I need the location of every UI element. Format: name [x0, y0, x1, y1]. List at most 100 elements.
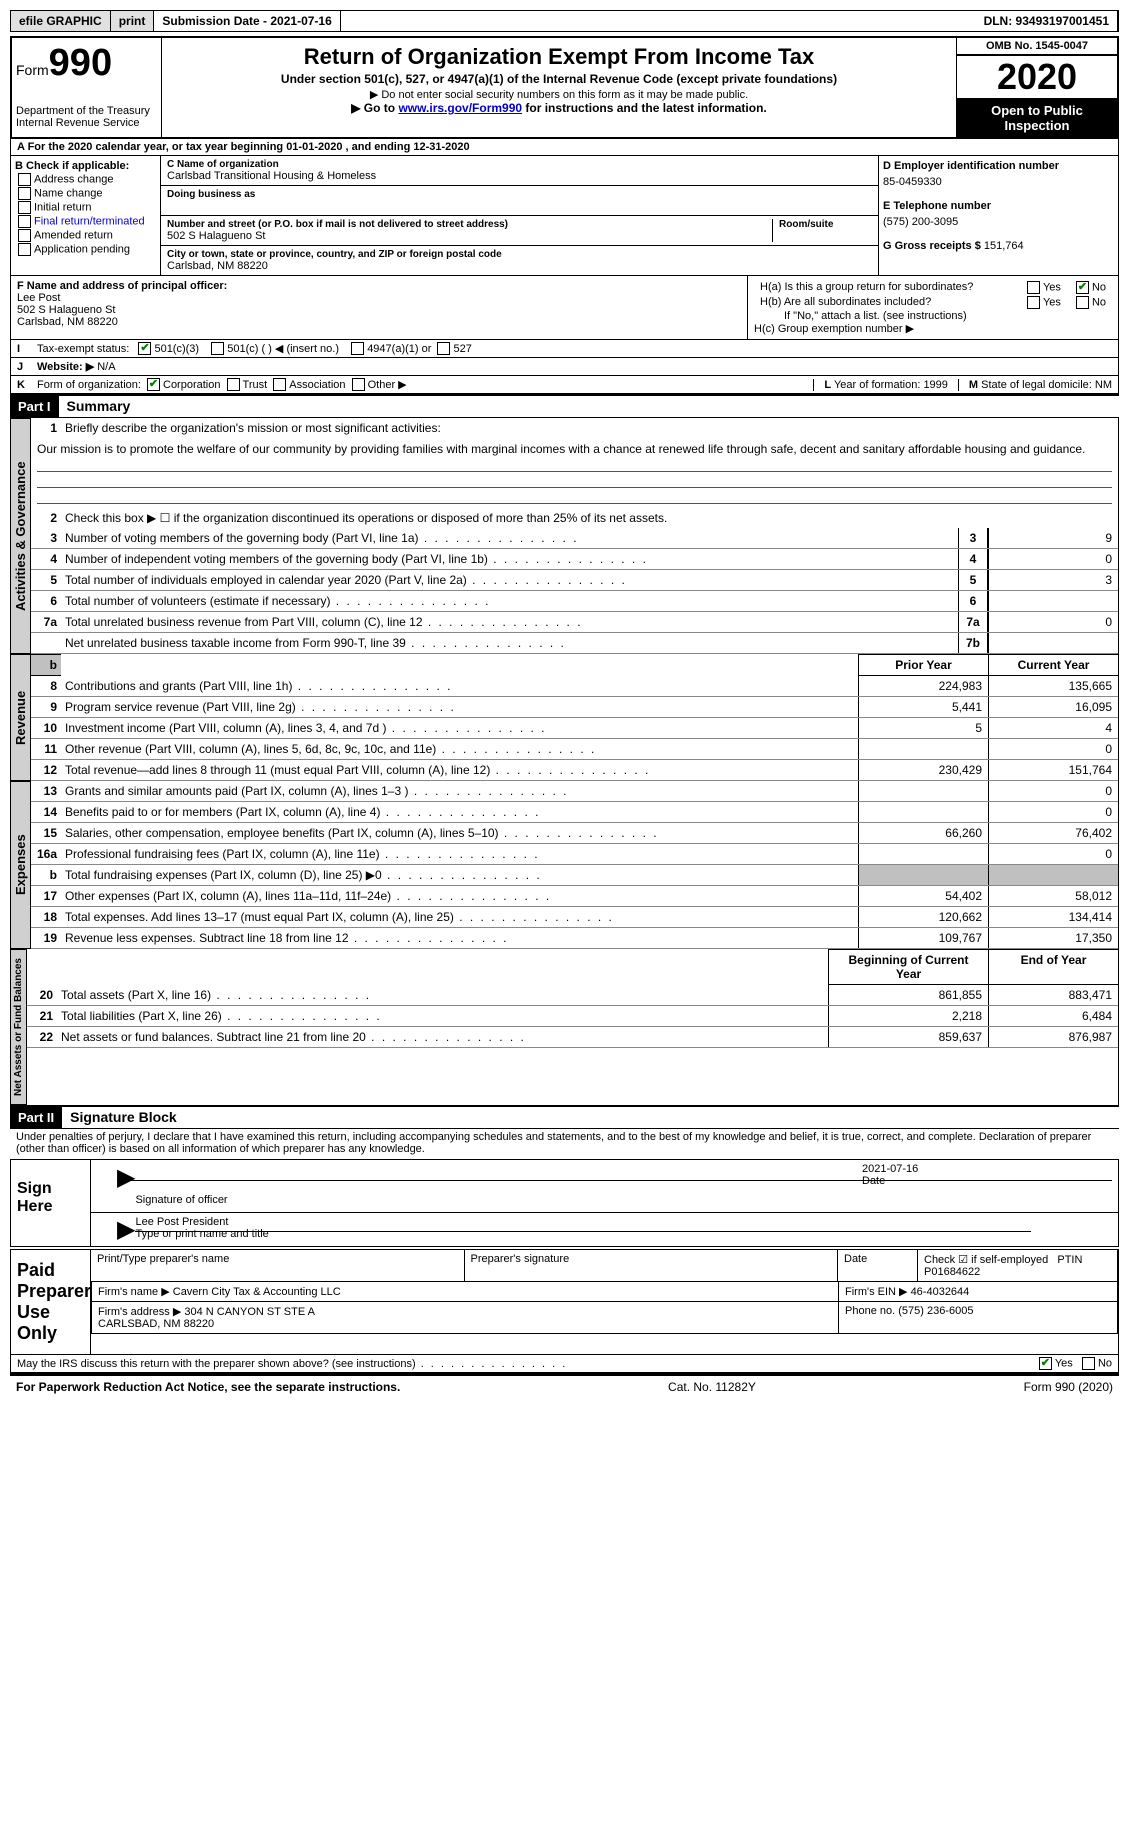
current-value: 151,764 — [988, 760, 1118, 780]
domicile-label: State of legal domicile: — [981, 379, 1092, 391]
firm-name-label: Firm's name ▶ — [98, 1286, 170, 1298]
line-box: 7a — [958, 612, 988, 632]
prior-value: 861,855 — [828, 985, 988, 1005]
hb-yes-checkbox[interactable] — [1027, 296, 1040, 309]
prep-date-hdr: Date — [837, 1249, 918, 1282]
line-text: Number of independent voting members of … — [61, 549, 958, 569]
trust-label: Trust — [243, 379, 268, 391]
penalty-text: Under penalties of perjury, I declare th… — [10, 1129, 1119, 1157]
paid-prep-label: Paid Preparer Use Only — [11, 1250, 91, 1354]
initial-return-checkbox[interactable] — [18, 201, 31, 214]
row-j-label: J — [17, 361, 37, 373]
yes-label: Yes — [1043, 296, 1061, 308]
current-value: 58,012 — [988, 886, 1118, 906]
name-change-label: Name change — [34, 187, 103, 199]
gross-value: 151,764 — [984, 240, 1024, 252]
gov-section-label: Activities & Governance — [10, 418, 31, 654]
prior-value — [858, 802, 988, 822]
line-text: Program service revenue (Part VIII, line… — [61, 697, 858, 717]
eoy-hdr: End of Year — [988, 949, 1118, 985]
prior-value: 2,218 — [828, 1006, 988, 1026]
line-text: Benefits paid to or for members (Part IX… — [61, 802, 858, 822]
current-value: 0 — [988, 781, 1118, 801]
firm-name: Cavern City Tax & Accounting LLC — [173, 1286, 341, 1298]
corp-checkbox[interactable] — [147, 378, 160, 391]
sign-here-label: Sign Here — [11, 1160, 91, 1246]
irs-link[interactable]: www.irs.gov/Form990 — [398, 101, 522, 115]
ha-no-checkbox[interactable] — [1076, 281, 1089, 294]
4947-checkbox[interactable] — [351, 342, 364, 355]
row-l-label: L — [824, 379, 831, 391]
line-text: Grants and similar amounts paid (Part IX… — [61, 781, 858, 801]
501c3-label: 501(c)(3) — [154, 343, 199, 355]
rev-section-label: Revenue — [10, 654, 31, 781]
line-box: 5 — [958, 570, 988, 590]
current-value: 135,665 — [988, 676, 1118, 696]
527-checkbox[interactable] — [437, 342, 450, 355]
line-box: 4 — [958, 549, 988, 569]
line-text: Total assets (Part X, line 16) — [57, 985, 828, 1005]
prior-year-hdr: Prior Year — [858, 654, 988, 676]
yof-label: Year of formation: — [834, 379, 920, 391]
ptin-label: PTIN — [1057, 1254, 1082, 1266]
officer-addr1: 502 S Halagueno St — [17, 304, 741, 316]
line-value — [988, 591, 1118, 611]
line-box: 3 — [958, 528, 988, 548]
prior-value: 230,429 — [858, 760, 988, 780]
room-label: Room/suite — [779, 219, 872, 230]
prior-value: 109,767 — [858, 928, 988, 948]
prior-value: 5,441 — [858, 697, 988, 717]
assoc-checkbox[interactable] — [273, 378, 286, 391]
current-value: 4 — [988, 718, 1118, 738]
ha-yes-checkbox[interactable] — [1027, 281, 1040, 294]
current-value: 17,350 — [988, 928, 1118, 948]
public-inspection: Open to Public Inspection — [957, 99, 1117, 137]
name-change-checkbox[interactable] — [18, 187, 31, 200]
dba-label: Doing business as — [167, 189, 872, 200]
period-row: A For the 2020 calendar year, or tax yea… — [10, 139, 1119, 156]
trust-checkbox[interactable] — [227, 378, 240, 391]
amended-checkbox[interactable] — [18, 229, 31, 242]
initial-return-label: Initial return — [34, 201, 91, 213]
line-text: Total fundraising expenses (Part IX, col… — [61, 865, 858, 885]
efile-button[interactable]: efile GRAPHIC — [11, 11, 111, 31]
line-text: Other expenses (Part IX, column (A), lin… — [61, 886, 858, 906]
assoc-label: Association — [289, 379, 345, 391]
gross-label: G Gross receipts $ — [883, 240, 981, 252]
part1-header: Part I — [10, 396, 59, 417]
prior-value: 66,260 — [858, 823, 988, 843]
type-name-label: Type or print name and title — [135, 1228, 268, 1240]
line-text: Investment income (Part VIII, column (A)… — [61, 718, 858, 738]
form-number: 990 — [49, 42, 112, 84]
line-value: 9 — [988, 528, 1118, 548]
form-label: Form — [16, 62, 49, 78]
city-label: City or town, state or province, country… — [167, 249, 872, 260]
prior-value: 54,402 — [858, 886, 988, 906]
info-block: B Check if applicable: Address change Na… — [10, 156, 1119, 276]
top-bar: efile GRAPHIC print Submission Date - 20… — [10, 10, 1119, 32]
line-text: Total number of individuals employed in … — [61, 570, 958, 590]
website-value: N/A — [97, 361, 115, 373]
addr-change-checkbox[interactable] — [18, 173, 31, 186]
line-value: 0 — [988, 612, 1118, 632]
part2-title: Signature Block — [62, 1107, 185, 1128]
501c-checkbox[interactable] — [211, 342, 224, 355]
box-b-label: B Check if applicable: — [15, 160, 156, 172]
print-button[interactable]: print — [111, 11, 155, 31]
phone-label: E Telephone number — [883, 200, 1114, 212]
other-checkbox[interactable] — [352, 378, 365, 391]
section-desc: Under section 501(c), 527, or 4947(a)(1)… — [168, 72, 950, 86]
officer-addr2: Carlsbad, NM 88220 — [17, 316, 741, 328]
app-pending-checkbox[interactable] — [18, 243, 31, 256]
final-return-checkbox[interactable] — [18, 215, 31, 228]
line-text: Total revenue—add lines 8 through 11 (mu… — [61, 760, 858, 780]
501c-label: 501(c) ( ) ◀ (insert no.) — [227, 342, 339, 355]
501c3-checkbox[interactable] — [138, 342, 151, 355]
current-value: 0 — [988, 802, 1118, 822]
line-box: 6 — [958, 591, 988, 611]
discuss-yes-checkbox[interactable] — [1039, 1357, 1052, 1370]
corp-label: Corporation — [163, 379, 220, 391]
discuss-no-checkbox[interactable] — [1082, 1357, 1095, 1370]
hb-no-checkbox[interactable] — [1076, 296, 1089, 309]
prior-value: 120,662 — [858, 907, 988, 927]
